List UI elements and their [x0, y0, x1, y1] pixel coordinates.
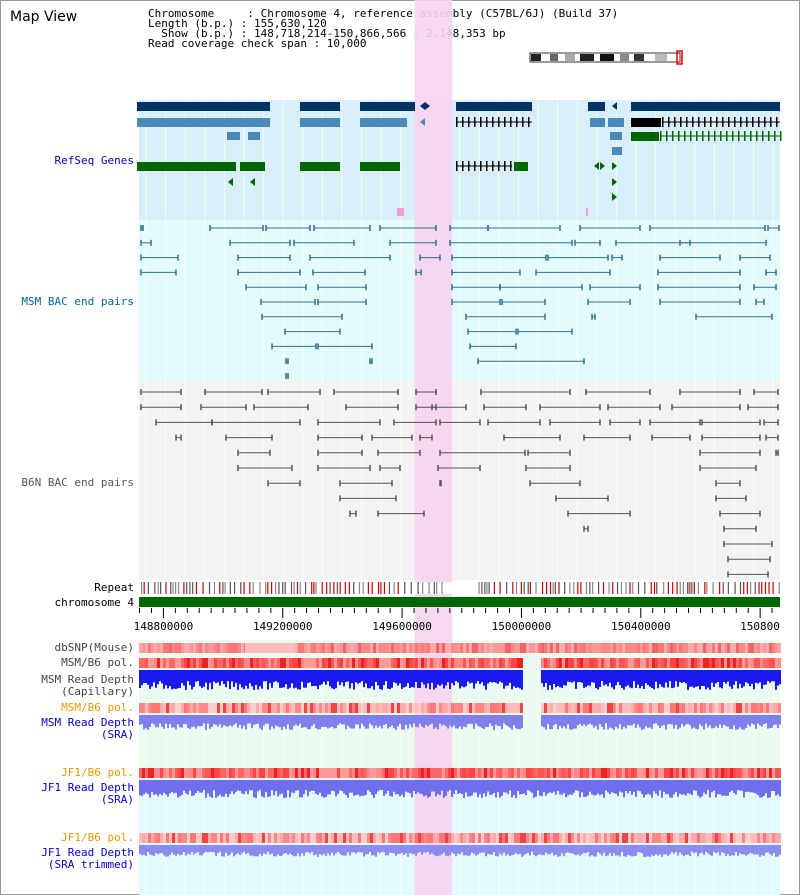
label-dbsnp: dbSNP(Mouse) [55, 641, 134, 654]
gene-feature[interactable] [612, 147, 622, 155]
ruler-tick-label: 149600000 [372, 620, 432, 633]
ruler-tick-label: 149200000 [253, 620, 313, 633]
label-msm-pol-2: MSM/B6 pol. [61, 701, 134, 714]
label-jf1-pol: JF1/B6 pol. [61, 766, 134, 779]
refseq-genes[interactable] [137, 102, 782, 216]
chromosome-info: Chromosome : Chromosome 4, reference ass… [148, 8, 618, 50]
label-jf1-depth-sra-sub: (SRA) [101, 793, 134, 806]
label-msm-bac: MSM BAC end pairs [21, 295, 134, 308]
gene-feature[interactable] [300, 162, 340, 171]
gene-feature[interactable] [360, 118, 407, 127]
gene-feature[interactable] [360, 162, 400, 171]
label-refseq: RefSeq Genes [55, 154, 134, 167]
gene-feature[interactable] [137, 162, 236, 171]
position-ruler: 148800000 149200000 149600000 150000000 1504… [134, 608, 780, 633]
label-jf1-pol-2: JF1/B6 pol. [61, 831, 134, 844]
ruler-tick-label: 148800000 [134, 620, 194, 633]
gene-feature[interactable] [137, 118, 270, 127]
data-tracks [139, 643, 781, 857]
label-msm-pol: MSM/B6 pol. [61, 656, 134, 669]
gene-feature[interactable] [248, 132, 260, 140]
bac-end-pairs[interactable] [140, 225, 780, 578]
label-msm-depth-cap: MSM Read Depth [41, 673, 134, 686]
gene-feature[interactable] [590, 118, 605, 127]
length-line: Length (b.p.) : 155,630,120 [148, 17, 327, 30]
gene-feature[interactable] [300, 118, 340, 127]
page-title: Map View [10, 9, 78, 25]
chromosome-bar[interactable] [139, 597, 780, 607]
gene-feature[interactable] [227, 132, 240, 140]
gene-feature[interactable] [514, 162, 528, 171]
label-chromosome: chromosome 4 [55, 596, 135, 609]
label-msm-depth-sra: MSM Read Depth [41, 716, 134, 729]
label-jf1-depth-trim: JF1 Read Depth [41, 846, 134, 859]
label-msm-depth-sra-sub: (SRA) [101, 728, 134, 741]
gene-feature[interactable] [300, 102, 340, 111]
ruler-tick-label: 150800 [740, 620, 780, 633]
ruler-tick-label: 150000000 [492, 620, 552, 633]
coverage-span-line: Read coverage check span : 10,000 [148, 37, 367, 50]
label-repeat: Repeat [94, 581, 134, 594]
label-jf1-depth-trim-sub: (SRA trimmed) [48, 858, 134, 871]
gene-feature[interactable] [631, 102, 780, 111]
label-jf1-depth-sra: JF1 Read Depth [41, 781, 134, 794]
label-msm-depth-cap-sub: (Capillary) [61, 685, 134, 698]
gene-feature[interactable] [588, 102, 605, 111]
gene-feature[interactable] [240, 162, 265, 171]
repeat-track [139, 582, 780, 594]
label-b6n-bac: B6N BAC end pairs [21, 476, 134, 489]
gene-feature[interactable] [360, 102, 415, 111]
gene-feature[interactable] [608, 118, 624, 127]
track-labels: RefSeq Genes MSM BAC end pairs B6N BAC e… [21, 154, 134, 871]
gene-feature[interactable] [610, 132, 622, 140]
chromosome-ideogram[interactable] [529, 50, 683, 65]
ruler-tick-label: 150400000 [611, 620, 671, 633]
gene-feature[interactable] [456, 102, 532, 111]
gene-feature[interactable] [137, 102, 270, 111]
highlight-region [414, 0, 453, 895]
